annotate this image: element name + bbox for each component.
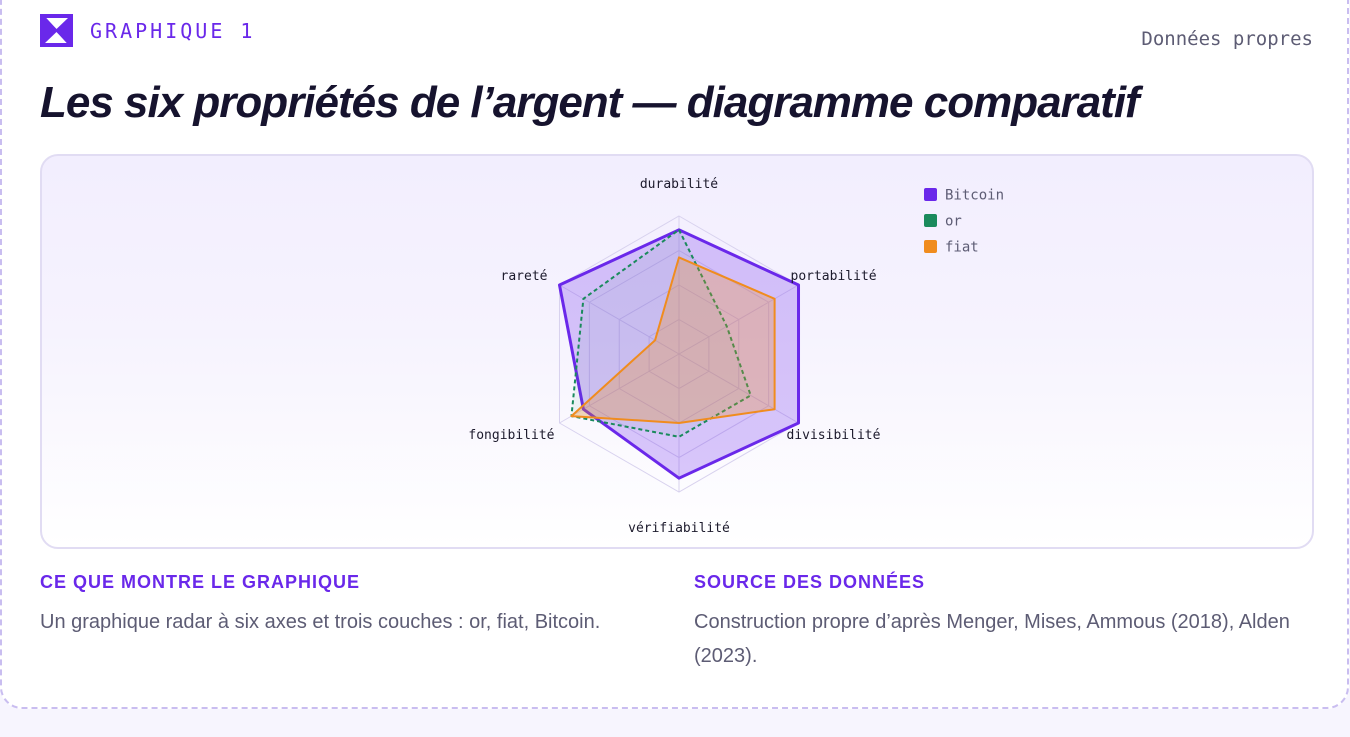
series-or [570,228,752,438]
chart-description: CE QUE MONTRE LE GRAPHIQUE Un graphique … [40,572,660,639]
axis-label: portabilité [791,269,877,284]
source-heading: SOURCE DES DONNÉES [694,572,926,592]
x-logo-icon [40,14,73,47]
chart-panel: durabilité portabilité divisibilité vérifia… [40,154,1314,549]
axis-label: durabilité [640,177,718,192]
data-source: SOURCE DES DONNÉES Construction propre d… [694,572,1314,673]
figure-badge: GRAPHIQUE 1 [40,14,255,47]
axis-label: divisibilité [787,428,881,443]
page-title: Les six propriétés de l’argent — diagram… [40,78,1140,127]
axis-label: rareté [501,269,548,284]
grid-spoke [678,284,799,355]
legend-label: fiat [945,240,979,256]
description-heading: CE QUE MONTRE LE GRAPHIQUE [40,572,361,592]
grid-spoke [559,284,680,355]
badge-label: GRAPHIQUE 1 [90,18,256,43]
axis-label: vérifiabilité [628,521,730,536]
series-bitcoin [557,228,801,480]
legend-swatch [924,240,937,253]
legend-label: or [945,214,962,230]
description-text: Un graphique radar à six axes et trois c… [40,611,601,633]
grid-spoke [678,353,799,424]
legend-label: Bitcoin [945,188,1004,204]
legend-swatch [924,188,937,201]
series-fiat [570,256,776,424]
radar-chart: durabilité portabilité divisibilité vérifia… [468,177,1004,536]
axis-label: fongibilité [468,428,554,443]
grid-spoke [559,353,680,424]
data-source-tag: Données propres [1141,28,1313,50]
source-text: Construction propre d’après Menger, Mise… [694,611,1290,667]
legend-swatch [924,214,937,227]
